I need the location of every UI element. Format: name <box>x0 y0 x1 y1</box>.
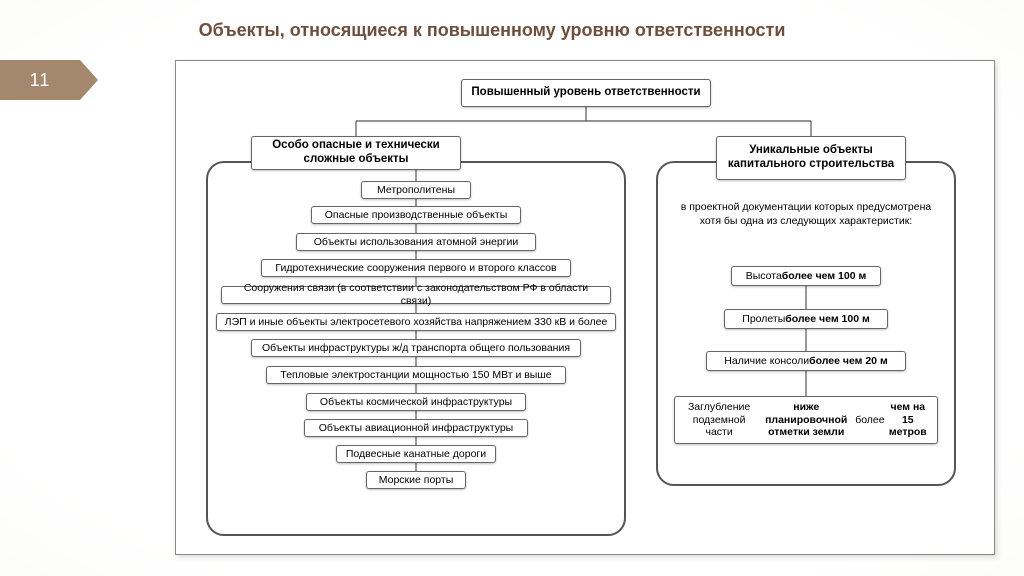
left-item-5: ЛЭП и иные объекты электросетевого хозяй… <box>216 313 616 331</box>
left-item-2: Объекты использования атомной энергии <box>296 233 536 251</box>
left-item-4: Сооружения связи (в соответствии с закон… <box>221 286 611 304</box>
right-item-1: Пролеты более чем 100 м <box>724 309 888 329</box>
left-item-1: Опасные производственные объекты <box>311 206 521 224</box>
left-item-11: Морские порты <box>366 471 466 489</box>
left-item-10: Подвесные канатные дороги <box>336 445 496 463</box>
left-item-6: Объекты инфраструктуры ж/д транспорта об… <box>251 339 581 357</box>
root-box: Повышенный уровень ответственности <box>461 79 711 107</box>
diagram-frame: Повышенный уровень ответственности Особо … <box>175 60 995 555</box>
left-item-7: Тепловые электростанции мощностью 150 МВ… <box>266 366 566 384</box>
left-item-9: Объекты авиационной инфраструктуры <box>304 419 528 437</box>
right-item-0: Высота более чем 100 м <box>731 266 881 286</box>
left-item-8: Объекты космической инфраструктуры <box>306 393 526 411</box>
right-desc: в проектной документации которых предусм… <box>673 201 939 228</box>
right-item-3: Заглубление подземной части ниже планиро… <box>674 396 938 444</box>
arrow-tip-icon <box>80 60 98 100</box>
right-item-2: Наличие консоли более чем 20 м <box>706 351 906 371</box>
right-header-box: Уникальные объекты капитального строител… <box>716 136 906 180</box>
left-header-box: Особо опасные и технически сложные объек… <box>251 136 461 170</box>
left-item-0: Метрополитены <box>361 181 471 199</box>
page-number-arrow: 11 <box>0 60 98 100</box>
left-item-3: Гидротехнические сооружения первого и вт… <box>261 259 571 277</box>
page-number: 11 <box>0 60 80 100</box>
slide: 11 Объекты, относящиеся к повышенному ур… <box>0 0 1024 576</box>
slide-title: Объекты, относящиеся к повышенному уровн… <box>0 20 984 41</box>
